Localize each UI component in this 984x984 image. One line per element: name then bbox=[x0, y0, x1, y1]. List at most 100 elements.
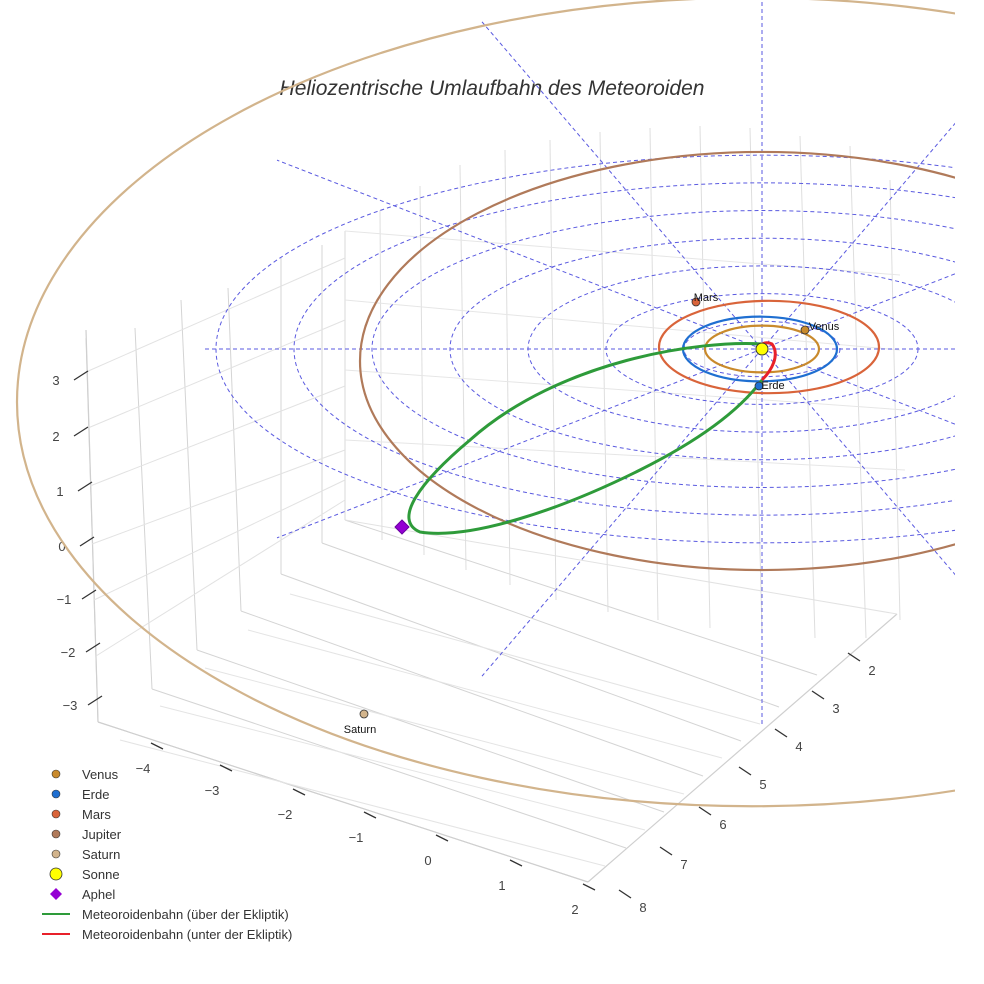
chart-title: Heliozentrische Umlaufbahn des Meteoroid… bbox=[280, 77, 705, 100]
x-tick-label: −3 bbox=[205, 783, 220, 798]
orbit-jupiter bbox=[359, 150, 955, 572]
y-tick-mark bbox=[618, 889, 632, 899]
z-tick-mark bbox=[79, 536, 95, 547]
planet-label-saturn: Saturn bbox=[344, 724, 376, 736]
grid-line bbox=[344, 519, 898, 615]
reference-ring bbox=[371, 210, 955, 488]
y-tick-label: 2 bbox=[868, 663, 875, 678]
legend: Venus Erde Mars Jupiter Saturn Sonne Aphel Mete… bbox=[42, 767, 292, 942]
grid-line bbox=[91, 449, 346, 545]
z-tick-label: −1 bbox=[57, 592, 72, 607]
legend-swatch-aphel bbox=[50, 888, 62, 900]
grid-line bbox=[247, 629, 723, 759]
x-tick-label: 1 bbox=[498, 878, 505, 893]
grid-line bbox=[87, 319, 346, 429]
grid-line bbox=[459, 164, 467, 571]
grid-line bbox=[151, 688, 627, 849]
y-tick-mark bbox=[698, 806, 712, 816]
legend-label: Aphel bbox=[82, 887, 115, 902]
x-tick-mark bbox=[150, 742, 164, 750]
grid-line bbox=[119, 739, 606, 867]
x-tick-mark bbox=[219, 764, 233, 772]
grid-line bbox=[344, 519, 818, 676]
grid-line bbox=[419, 185, 425, 556]
planet-marker-mars bbox=[691, 297, 701, 307]
sun-marker bbox=[755, 342, 769, 356]
planet-orbits bbox=[16, 0, 955, 808]
grid-line bbox=[699, 125, 711, 629]
x-tick-mark bbox=[582, 883, 596, 891]
z-tick-mark bbox=[77, 481, 93, 492]
grid-line bbox=[379, 209, 383, 541]
legend-swatch-sonne bbox=[49, 867, 63, 881]
grid-line bbox=[89, 385, 346, 487]
y-tick-label: 8 bbox=[639, 900, 646, 915]
x-tick-mark bbox=[363, 811, 377, 819]
grid-line bbox=[289, 593, 761, 725]
axis-ticks: −4 −3 −2 −1 0 1 2 2 3 4 5 6 7 8 3 2 1 0 −1 −2 −3 bbox=[52, 370, 876, 917]
reference-spoke bbox=[276, 159, 763, 350]
grid-line bbox=[344, 439, 906, 471]
grid-line bbox=[196, 649, 665, 813]
legend-swatch-jupiter bbox=[51, 829, 61, 839]
grid-line bbox=[85, 257, 346, 373]
grid-line bbox=[889, 179, 901, 621]
z-tick-label: 0 bbox=[58, 539, 65, 554]
reference-spoke bbox=[761, 122, 955, 350]
z-tick-label: 2 bbox=[52, 429, 59, 444]
axes-grid bbox=[85, 125, 906, 883]
planet-label-erde: Erde bbox=[761, 380, 784, 392]
legend-label: Venus bbox=[82, 767, 119, 782]
grid-line bbox=[321, 542, 780, 708]
grid-line bbox=[344, 369, 906, 411]
grid-line bbox=[649, 127, 659, 621]
legend-swatch-mars bbox=[51, 809, 61, 819]
grid-line bbox=[227, 287, 242, 612]
legend-label: Meteoroidenbahn (unter der Ekliptik) bbox=[82, 927, 292, 942]
grid-line bbox=[134, 327, 153, 690]
z-tick-label: −2 bbox=[61, 645, 76, 660]
reference-spoke bbox=[276, 348, 763, 539]
y-tick-label: 5 bbox=[759, 777, 766, 792]
grid-line bbox=[280, 573, 742, 742]
x-tick-label: −2 bbox=[278, 807, 293, 822]
grid-line bbox=[159, 705, 646, 831]
reference-spoke bbox=[761, 348, 955, 576]
y-tick-label: 6 bbox=[719, 817, 726, 832]
trajectory-above-ecliptic bbox=[407, 342, 764, 535]
grid-line bbox=[504, 149, 511, 586]
planet-marker-erde bbox=[754, 381, 764, 391]
y-tick-mark bbox=[774, 728, 788, 738]
markers: Venus Erde Mars Saturn bbox=[344, 292, 840, 736]
grid-line bbox=[95, 499, 346, 657]
z-tick-label: 3 bbox=[52, 373, 59, 388]
legend-label: Sonne bbox=[82, 867, 120, 882]
planet-label-mars: Mars bbox=[694, 292, 719, 304]
y-tick-label: 3 bbox=[832, 701, 839, 716]
x-tick-mark bbox=[435, 834, 449, 842]
grid-line bbox=[180, 299, 198, 651]
grid-line bbox=[344, 299, 901, 351]
y-tick-label: 4 bbox=[795, 739, 802, 754]
grid-line bbox=[549, 139, 557, 601]
grid-line bbox=[799, 135, 816, 639]
axis-edge bbox=[587, 613, 898, 883]
x-tick-label: −4 bbox=[136, 761, 151, 776]
z-tick-mark bbox=[73, 370, 89, 381]
orbit-venus bbox=[703, 324, 821, 374]
z-tick-mark bbox=[85, 642, 101, 653]
y-tick-label: 7 bbox=[680, 857, 687, 872]
legend-swatch-saturn bbox=[51, 849, 61, 859]
x-tick-label: 0 bbox=[424, 853, 431, 868]
legend-label: Erde bbox=[82, 787, 109, 802]
z-tick-label: 1 bbox=[56, 484, 63, 499]
reference-spoke bbox=[761, 273, 955, 350]
z-tick-label: −3 bbox=[63, 698, 78, 713]
axis-edge bbox=[97, 721, 589, 883]
planet-marker-saturn bbox=[359, 709, 369, 719]
legend-label: Saturn bbox=[82, 847, 120, 862]
orbit-saturn bbox=[16, 0, 955, 808]
x-tick-label: 2 bbox=[571, 902, 578, 917]
y-tick-mark bbox=[811, 690, 825, 700]
